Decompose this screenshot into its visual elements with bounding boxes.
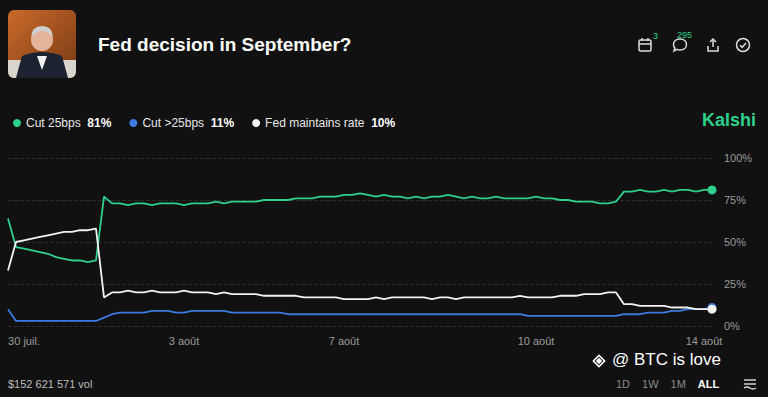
- html-text:295: 295: [677, 30, 692, 40]
- svg-text:7 août: 7 août: [329, 335, 360, 347]
- svg-text:81%: 81%: [87, 116, 111, 130]
- html-text:1W: 1W: [642, 378, 659, 390]
- html-text:@ BTC is love: @ BTC is love: [612, 350, 721, 369]
- svg-text:50%: 50%: [724, 236, 746, 248]
- html-text:1M: 1M: [670, 378, 686, 390]
- svg-text:14 août: 14 août: [686, 335, 723, 347]
- svg-text:10%: 10%: [371, 116, 395, 130]
- html-text:3: 3: [653, 31, 658, 41]
- html-text:Fed decision in September?: Fed decision in September?: [98, 34, 352, 55]
- html-text:Kalshi: Kalshi: [702, 110, 756, 130]
- svg-text:Cut 25bps: Cut 25bps: [26, 116, 81, 130]
- svg-text:10 août: 10 août: [518, 335, 555, 347]
- svg-text:11%: 11%: [211, 116, 235, 130]
- svg-text:Cut >25bps: Cut >25bps: [142, 116, 204, 130]
- html-text:$152 621 571 vol: $152 621 571 vol: [8, 378, 93, 390]
- html-text:1D: 1D: [616, 378, 631, 390]
- svg-text:25%: 25%: [724, 278, 746, 290]
- svg-text:Fed maintains rate: Fed maintains rate: [265, 116, 365, 130]
- svg-text:75%: 75%: [724, 194, 746, 206]
- svg-text:100%: 100%: [724, 152, 752, 164]
- svg-text:3 août: 3 août: [169, 335, 200, 347]
- svg-text:30 juil.: 30 juil.: [8, 335, 40, 347]
- svg-text:0%: 0%: [724, 320, 740, 332]
- html-text:ALL: ALL: [697, 378, 720, 390]
